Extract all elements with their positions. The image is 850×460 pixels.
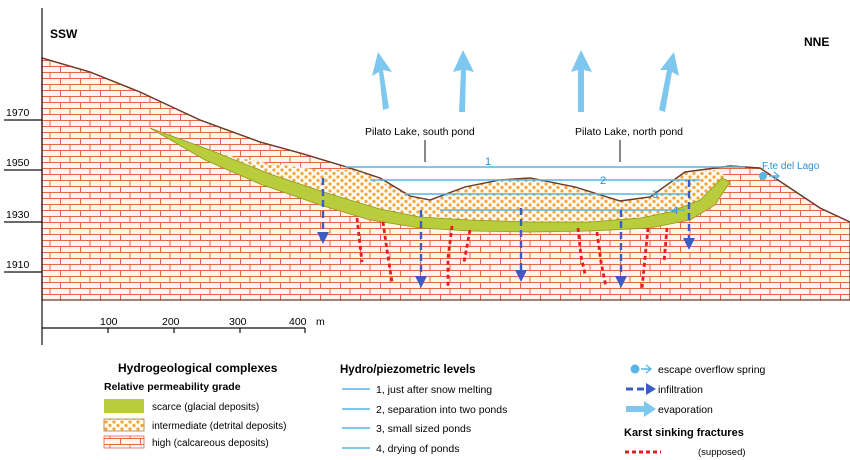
infiltration-arrow-icon bbox=[317, 178, 329, 244]
legend-level-label: 3, small sized ponds bbox=[376, 423, 471, 435]
legend-fractures-note: (supposed) bbox=[698, 447, 746, 458]
legend-label-glacial: scarce (glacial deposits) bbox=[152, 402, 259, 413]
karst-fracture bbox=[576, 227, 587, 275]
detrital-deposits bbox=[150, 128, 730, 225]
elevation-label: 1950 bbox=[6, 157, 30, 169]
karst-fracture bbox=[446, 225, 454, 288]
distance-label: 400 bbox=[289, 316, 307, 328]
evaporation-arrow-icon bbox=[571, 50, 592, 112]
legend-complexes-title: Hydrogeological complexes bbox=[118, 361, 278, 375]
level-number-4: 4 bbox=[672, 205, 678, 217]
legend-swatch-detrital bbox=[103, 418, 145, 432]
level-number-2: 2 bbox=[600, 175, 606, 187]
orientation-right: NNE bbox=[804, 35, 829, 49]
elevation-label: 1930 bbox=[6, 209, 30, 221]
glacial-deposits bbox=[149, 127, 731, 233]
legend-swatch-glacial bbox=[104, 399, 144, 413]
distance-unit: m bbox=[316, 316, 325, 328]
legend-spring-label: escape overflow spring bbox=[658, 364, 766, 376]
legend-spring-icon bbox=[630, 364, 653, 374]
calcareous-bedrock bbox=[41, 57, 850, 301]
evaporation-arrow-icon bbox=[659, 52, 679, 112]
legend-level-label: 4, drying of ponds bbox=[376, 443, 459, 455]
legend-levels-title: Hydro/piezometric levels bbox=[340, 364, 476, 376]
karst-fracture bbox=[381, 221, 394, 283]
orientation-left: SSW bbox=[50, 27, 78, 41]
karst-fracture bbox=[462, 229, 472, 263]
legend-fractures-title: Karst sinking fractures bbox=[624, 427, 744, 439]
distance-label: 300 bbox=[229, 316, 247, 328]
evaporation-arrows bbox=[372, 50, 679, 112]
level-number-1: 1 bbox=[485, 156, 491, 168]
infiltration-arrows bbox=[317, 178, 695, 288]
distance-label: 100 bbox=[100, 316, 118, 328]
legend-level-label: 1, just after snow melting bbox=[376, 384, 492, 396]
legend-label-detrital: intermediate (detrital deposits) bbox=[152, 421, 287, 432]
infiltration-arrow-icon bbox=[415, 210, 427, 288]
infiltration-arrow-icon bbox=[615, 210, 627, 288]
infiltration-arrow-icon bbox=[683, 180, 695, 250]
legend-complexes-subtitle: Relative permeability grade bbox=[104, 381, 241, 393]
level-number-3: 3 bbox=[652, 189, 658, 201]
legend-label-calcareous: high (calcareous deposits) bbox=[152, 438, 269, 449]
south-pond-label: Pilato Lake, south pond bbox=[365, 126, 475, 138]
elevation-label: 1910 bbox=[6, 259, 30, 271]
legend-infiltration-icon bbox=[626, 383, 656, 395]
piezometric-levels bbox=[345, 166, 745, 211]
evaporation-arrow-icon bbox=[453, 50, 474, 112]
overflow-spring-icon bbox=[759, 171, 781, 181]
karst-fracture bbox=[640, 227, 650, 289]
spring-label: F.te del Lago bbox=[762, 161, 820, 172]
infiltration-arrow-icon bbox=[515, 208, 527, 282]
karst-fracture bbox=[355, 217, 364, 263]
legend-swatch-calcareous bbox=[103, 435, 145, 449]
karst-fracture bbox=[595, 231, 608, 288]
legend-infiltration-label: infiltration bbox=[658, 384, 703, 396]
north-pond-label: Pilato Lake, north pond bbox=[575, 126, 683, 138]
karst-fractures bbox=[355, 217, 669, 289]
distance-label: 200 bbox=[162, 316, 180, 328]
elevation-label: 1970 bbox=[6, 107, 30, 119]
evaporation-arrow-icon bbox=[372, 52, 392, 110]
legend-level-label: 2, separation into two ponds bbox=[376, 404, 507, 416]
legend-evaporation-label: evaporation bbox=[658, 404, 713, 416]
karst-fracture bbox=[662, 227, 669, 263]
legend-evaporation-icon bbox=[626, 401, 656, 417]
